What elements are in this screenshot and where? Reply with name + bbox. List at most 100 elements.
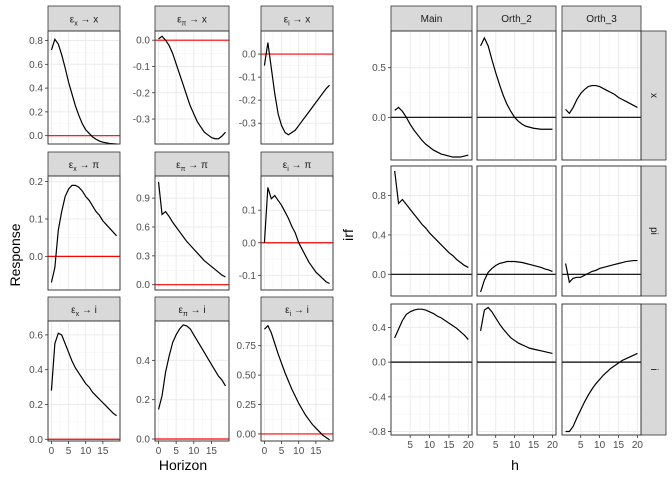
left-y-axis-title: Response xyxy=(7,223,23,286)
x-tick-label: 5 xyxy=(407,440,413,451)
y-tick-label: 0.8 xyxy=(29,36,43,47)
panel-background xyxy=(561,165,642,297)
facet-strip-label: εx → i xyxy=(71,305,97,318)
row-strip xyxy=(640,165,667,297)
x-tick-label: 10 xyxy=(293,446,305,457)
left-panel: εx → x 0.0 0.2 0.4 0.6 0.8 xyxy=(29,5,121,145)
panel-background xyxy=(476,303,557,436)
right-y-axis-title: irf xyxy=(340,229,356,241)
left-panel: εi → π 0.1 0.0 -0.1 xyxy=(239,151,334,291)
facet-strip xyxy=(47,5,121,32)
panel-background xyxy=(561,30,642,161)
facet-strip xyxy=(260,151,334,177)
panel-border xyxy=(260,320,334,442)
y-tick-label: 0.0 xyxy=(372,270,386,281)
x-tick-label: 5 xyxy=(493,440,499,451)
left-panel: εi → x 0.0 -0.1 -0.2 -0.3 xyxy=(239,5,334,145)
y-tick-label: 0.6 xyxy=(29,60,43,71)
x-tick-label: 15 xyxy=(613,440,625,451)
irf-series-line xyxy=(565,352,638,433)
x-tick-label: 5 xyxy=(578,440,584,451)
panel-background xyxy=(561,303,642,436)
facet-strip xyxy=(154,296,230,322)
y-tick-label: 0.4 xyxy=(372,230,386,241)
y-tick-label: -0.1 xyxy=(239,271,257,282)
right-panel: 0.5 0.0 xyxy=(372,30,473,161)
facet-strip-label: εx → x xyxy=(70,15,99,28)
irf-series-line xyxy=(263,324,330,441)
y-tick-label: 0.0 xyxy=(29,252,43,263)
left-panel: επ → i 0.0 0.2 0.4 0 5 10 15 xyxy=(136,296,230,457)
panel-border xyxy=(390,165,473,297)
facet-strip-label: επ → x xyxy=(177,15,207,28)
y-tick-label: 0.6 xyxy=(136,222,150,233)
panel-background xyxy=(390,165,473,297)
irf-series-line xyxy=(263,42,330,136)
row-strip-label: x xyxy=(648,93,659,98)
y-tick-label: 0.6 xyxy=(29,330,43,341)
facet-strip xyxy=(154,5,230,32)
column-strip-label: Orth_2 xyxy=(501,14,532,25)
panel-border xyxy=(260,175,334,291)
y-tick-label: -0.3 xyxy=(239,119,257,130)
row-strip xyxy=(640,30,667,161)
y-tick-label: -0.2 xyxy=(239,96,257,107)
x-tick-label: 15 xyxy=(310,446,322,457)
left-facet-grid: εx → x 0.0 0.2 0.4 0.6 0.8 επ → x 0.0 -0.1 -0.2 -0… xyxy=(29,5,334,457)
y-tick-label: -0.8 xyxy=(369,427,387,438)
y-tick-label: 0.8 xyxy=(372,191,386,202)
column-strip xyxy=(390,5,473,32)
facet-strip xyxy=(260,296,334,322)
y-tick-label: 0.0 xyxy=(136,36,150,47)
y-tick-label: -0.1 xyxy=(133,62,151,73)
facet-strip-label: επ → π xyxy=(176,160,208,173)
irf-series-line xyxy=(394,106,469,158)
y-tick-label: 0.0 xyxy=(29,131,43,142)
x-tick-label: 10 xyxy=(509,440,521,451)
y-tick-label: 0.5 xyxy=(372,63,386,74)
facet-strip-label: εi → x xyxy=(284,15,311,28)
panel-border xyxy=(476,30,557,161)
y-tick-label: -0.1 xyxy=(239,73,257,84)
row-strip-label: pi xyxy=(648,227,659,235)
panel-border xyxy=(47,320,121,442)
right-facet-grid: Main Orth_2 Orth_3xpii0.50.00.80.40.00.40.… xyxy=(369,5,667,451)
irf-series-line xyxy=(157,324,226,410)
x-tick-label: 20 xyxy=(463,440,475,451)
left-panel: εi → i 0.00 0.25 0.50 0.75 0 5 10 15 xyxy=(237,296,334,457)
facet-strip-label: εi → i xyxy=(285,305,309,318)
panel-border xyxy=(47,175,121,291)
y-tick-label: 0.50 xyxy=(237,371,257,382)
x-tick-label: 15 xyxy=(206,446,218,457)
y-tick-label: 0.75 xyxy=(237,341,257,352)
facet-strip-label: εx → π xyxy=(69,160,100,173)
x-tick-label: 20 xyxy=(547,440,559,451)
y-tick-label: 0.0 xyxy=(372,113,386,124)
irf-series-line xyxy=(394,170,469,268)
y-tick-label: 0.2 xyxy=(29,400,43,411)
panel-border xyxy=(390,303,473,436)
column-strip xyxy=(561,5,642,32)
left-panel: επ → x 0.0 -0.1 -0.2 -0.3 xyxy=(133,5,230,145)
right-x-axis-title: h xyxy=(511,457,519,473)
y-tick-label: 0.9 xyxy=(136,194,150,205)
y-tick-label: 0.2 xyxy=(136,395,150,406)
row-strip-label: i xyxy=(648,368,659,370)
y-tick-label: 0.2 xyxy=(29,177,43,188)
irf-series-line xyxy=(157,181,226,278)
right-panel xyxy=(561,30,642,161)
x-tick-label: 0 xyxy=(262,446,268,457)
left-panel: εx → π 0.0 0.1 0.2 xyxy=(29,151,121,291)
facet-strip xyxy=(154,151,230,177)
irf-series-line xyxy=(480,36,553,130)
x-tick-label: 10 xyxy=(188,446,200,457)
facet-strip xyxy=(47,151,121,177)
panel-border xyxy=(561,165,642,297)
x-tick-label: 15 xyxy=(97,446,109,457)
y-tick-label: 0.0 xyxy=(242,50,256,61)
irf-series-line xyxy=(50,184,118,283)
y-tick-label: 0.1 xyxy=(242,206,256,217)
x-tick-label: 15 xyxy=(528,440,540,451)
y-tick-label: 0.4 xyxy=(136,356,150,367)
